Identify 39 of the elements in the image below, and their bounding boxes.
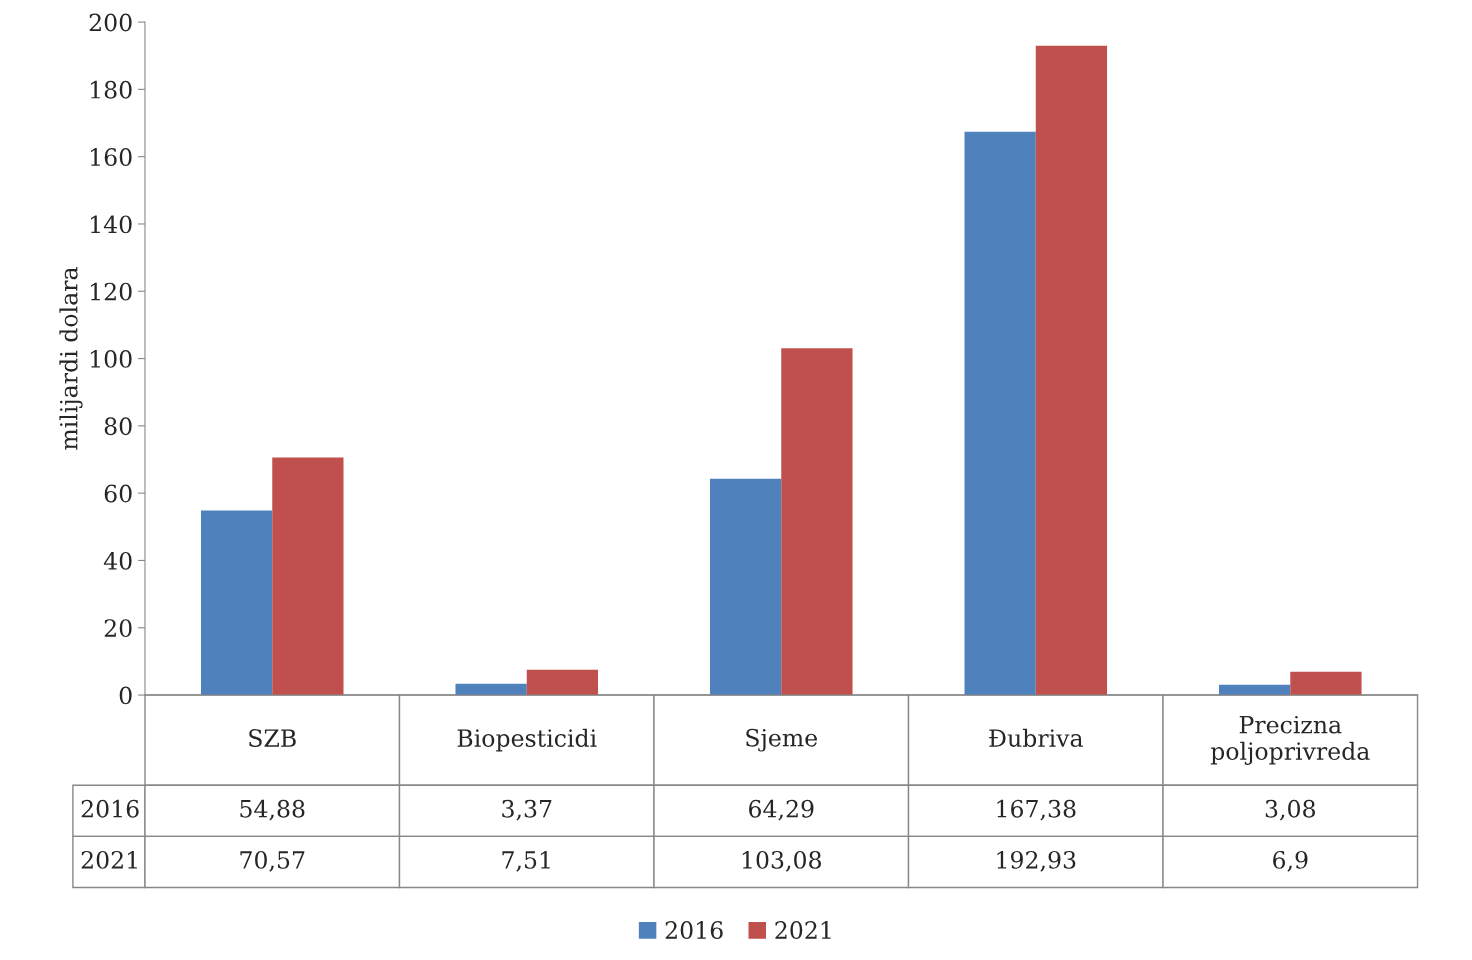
y-tick-label: 40 xyxy=(103,551,132,570)
x-tick-label: Đubriva xyxy=(989,728,1083,747)
x-tick-label: Precizna poljoprivreda xyxy=(1210,715,1370,765)
y-tick-label: 120 xyxy=(91,282,132,301)
data-label: 54,88 xyxy=(240,799,305,821)
text: 2016 xyxy=(81,799,139,818)
data-label: 70,57 xyxy=(240,850,305,872)
x-tick-label: Biopesticidi xyxy=(457,728,597,752)
data-label: 167,38 xyxy=(997,799,1076,821)
y-tick-label: 80 xyxy=(104,417,132,436)
bar xyxy=(200,510,273,696)
y-tick-label: 200 xyxy=(89,13,132,32)
bar xyxy=(526,669,599,696)
y-tick-label: 160 xyxy=(91,148,132,166)
y-tick-label: 20 xyxy=(104,619,132,638)
data-label: 7,51 xyxy=(502,850,550,872)
y-tick-label: 0 xyxy=(119,686,132,705)
x-tick-label: Sjeme xyxy=(746,728,817,752)
data-label: 3,37 xyxy=(502,799,552,821)
y-tick-label: 180 xyxy=(91,80,132,99)
text: 2021 xyxy=(81,850,137,869)
data-label: 64,29 xyxy=(749,799,814,821)
bar xyxy=(1035,45,1108,696)
bar xyxy=(710,478,782,696)
bar xyxy=(1290,671,1362,696)
data-label: 3,08 xyxy=(1265,799,1315,821)
legend-label: 2016 xyxy=(665,921,723,939)
y-tick-label: 140 xyxy=(91,215,132,234)
y-tick-label: 100 xyxy=(91,350,132,368)
bar xyxy=(964,131,1036,696)
bar xyxy=(272,457,344,696)
legend-label: 2021 xyxy=(775,921,831,939)
x-tick-label: SZB xyxy=(249,729,296,747)
bar xyxy=(781,348,853,696)
y-tick-label: 60 xyxy=(104,484,132,503)
data-label: 6,9 xyxy=(1273,850,1308,872)
data-label: 103,08 xyxy=(742,850,821,872)
y-axis-title: milijardi dolara xyxy=(59,267,83,450)
data-label: 192,93 xyxy=(997,850,1076,872)
